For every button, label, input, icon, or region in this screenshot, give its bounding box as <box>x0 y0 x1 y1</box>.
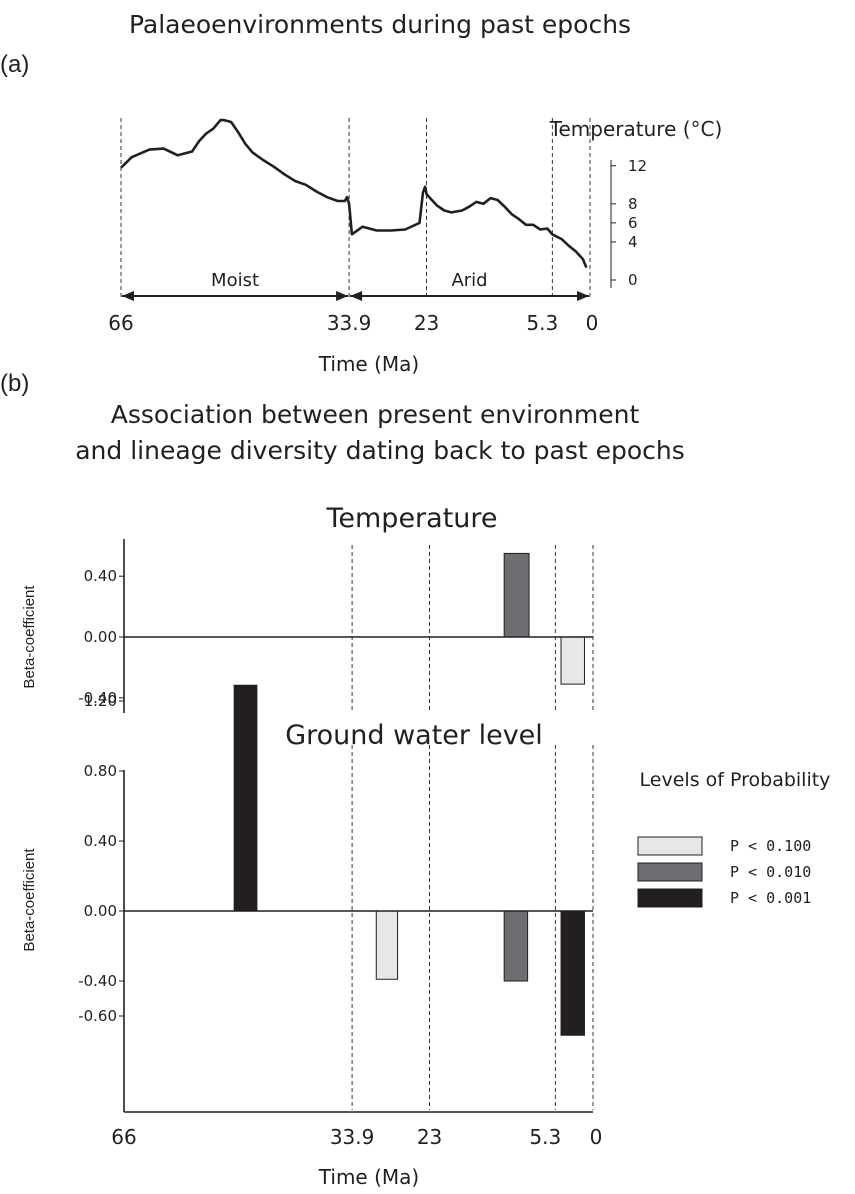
groundwater-beta-y-tick-label: 0.00 <box>84 902 117 920</box>
time-tick-label: 33.9 <box>327 311 372 335</box>
panel-b-label: (b) <box>0 370 29 397</box>
arid-arrow-head-left <box>350 291 363 301</box>
temperature-scale-label: 0 <box>628 271 638 289</box>
temperature-scale-label: 8 <box>628 195 638 213</box>
panel-a-time-axis-title: Time (Ma) <box>318 352 419 376</box>
temperature-beta-y-tick-label: 0.00 <box>84 628 117 646</box>
temperature-subchart-title: Temperature <box>325 503 497 534</box>
legend-label: P < 0.010 <box>730 863 811 881</box>
legend-swatch <box>637 836 703 856</box>
time-tick-label: 0 <box>590 1125 603 1149</box>
temperature-scale-label: 12 <box>628 157 647 175</box>
time-tick-label: 5.3 <box>529 1125 561 1149</box>
groundwater-beta-bar <box>375 910 399 980</box>
time-tick-label: 23 <box>417 1125 442 1149</box>
groundwater-subchart-title: Ground water level <box>285 720 543 751</box>
groundwater-beta-bar <box>560 910 585 1036</box>
groundwater-beta-y-tick-label: -0.40 <box>78 972 117 990</box>
temperature-beta-y-tick-label: -0.40 <box>78 689 117 707</box>
groundwater-beta-y-tick-label: 0.80 <box>84 762 117 780</box>
time-tick-label: 66 <box>111 1125 136 1149</box>
panel-b-title-line1: Association between present environment <box>111 400 640 429</box>
groundwater-beta-axis-title: Beta-coefficient <box>21 848 38 952</box>
time-tick-label: 0 <box>586 311 599 335</box>
temperature-beta-y-tick-label: 0.40 <box>84 567 117 585</box>
time-tick-label: 66 <box>108 311 133 335</box>
panel-b-title-line2: and lineage diversity dating back to pas… <box>75 436 685 465</box>
legend-title: Levels of Probability <box>640 769 831 791</box>
temperature-axis-title: Temperature (°C) <box>549 117 723 141</box>
groundwater-beta-chart: 1.20 0.80 0.40 0.00 -0.40 -0.60 66 33.9 23 5.3 0 <box>78 684 603 1149</box>
legend-swatch <box>637 888 703 908</box>
probability-legend: P < 0.100 P < 0.010 P < 0.001 <box>637 836 811 908</box>
groundwater-beta-bar <box>503 910 529 982</box>
temperature-beta-axis-title: Beta-coefficient <box>21 585 38 689</box>
temperature-beta-bar <box>560 636 585 685</box>
moist-arrow-head-right <box>336 291 349 301</box>
temperature-beta-chart: 0.40 0.00 -0.40 <box>78 539 594 713</box>
time-tick-label: 5.3 <box>526 311 558 335</box>
arid-arrow-head-right <box>577 291 589 301</box>
groundwater-beta-bar <box>233 684 258 912</box>
legend-label: P < 0.100 <box>730 837 811 855</box>
groundwater-beta-y-tick-label: 0.40 <box>84 832 117 850</box>
groundwater-beta-y-tick-label: 1.20 <box>84 692 117 710</box>
palaeo-temperature-chart: 12 864 0 Moist Arid 66 33.9 23 5.3 0 <box>108 118 647 335</box>
time-tick-label: 33.9 <box>330 1125 375 1149</box>
temperature-beta-bar <box>503 552 530 638</box>
panel-b-time-axis-title: Time (Ma) <box>318 1165 419 1189</box>
panel-a-title: Palaeoenvironments during past epochs <box>129 10 631 39</box>
temperature-scale-label: 6 <box>628 214 638 232</box>
temperature-scale-label: 4 <box>628 233 638 251</box>
moist-period-label: Moist <box>211 270 259 291</box>
temperature-curve <box>120 118 588 269</box>
legend-label: P < 0.001 <box>730 889 811 907</box>
moist-arrow-head-left <box>122 291 134 301</box>
groundwater-beta-y-tick-label: -0.60 <box>78 1007 117 1025</box>
time-tick-label: 23 <box>414 311 439 335</box>
legend-swatch <box>637 862 703 882</box>
arid-period-label: Arid <box>451 270 487 291</box>
panel-a-label: (a) <box>0 51 29 78</box>
